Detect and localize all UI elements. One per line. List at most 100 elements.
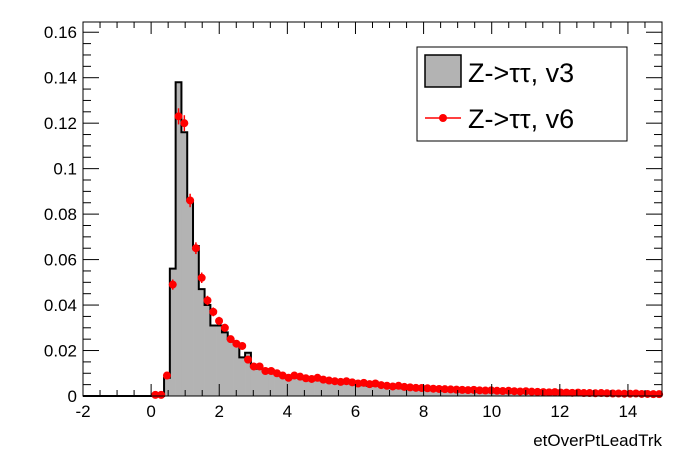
histogram-bar: [216, 325, 223, 396]
data-point: [226, 335, 235, 344]
legend-label-v6: Z->ττ, v6: [468, 104, 574, 134]
y-tick-label: 0.02: [44, 342, 77, 361]
histogram-bar: [436, 390, 443, 396]
data-point: [151, 390, 160, 399]
x-tick-label: 10: [482, 402, 501, 421]
histogram-bar: [331, 382, 339, 396]
histogram-bar: [291, 376, 298, 396]
histogram-bar: [268, 370, 275, 396]
histogram-bar: [407, 388, 414, 396]
histogram-bar: [256, 368, 263, 396]
data-point: [429, 384, 438, 393]
histogram-bar: [430, 389, 437, 396]
histogram-bar: [233, 343, 240, 396]
y-tick-label: 0: [68, 387, 77, 406]
data-point: [446, 385, 455, 394]
axes: -2 0 2 4 6 8 10 12 1400.020.040.060.080.10.120.1…: [44, 21, 663, 421]
data-point: [203, 296, 212, 305]
data-point: [238, 341, 247, 350]
data-point: [209, 307, 218, 316]
histogram-bar: [355, 384, 362, 396]
histogram-bar: [401, 388, 408, 396]
x-tick-label: 0: [146, 402, 155, 421]
legend-swatch-v3: [424, 54, 462, 88]
data-point: [336, 377, 345, 386]
data-point: [614, 389, 623, 398]
data-point: [562, 388, 571, 397]
data-point: [487, 386, 496, 395]
x-tick-label: 2: [215, 402, 224, 421]
data-point: [516, 387, 525, 396]
data-point: [174, 112, 183, 121]
histogram-bar: [187, 200, 194, 396]
y-tick-label: 0.1: [53, 160, 77, 179]
histogram-bar: [424, 389, 431, 396]
histogram-bar: [308, 379, 315, 396]
data-point: [579, 389, 588, 398]
histogram-bar: [169, 268, 176, 396]
data-point: [475, 386, 484, 395]
histogram-bar: [366, 385, 373, 396]
histogram-bar: [372, 385, 379, 396]
histogram-bar: [418, 389, 425, 396]
histogram-bar: [239, 357, 246, 396]
y-tick-label: 0.12: [44, 114, 77, 133]
data-point: [545, 388, 554, 397]
data-point: [325, 376, 334, 385]
data-point: [365, 380, 374, 389]
data-point: [180, 119, 189, 128]
histogram-bar: [360, 385, 368, 396]
data-point: [354, 379, 363, 388]
data-point: [510, 387, 519, 396]
histogram-bar: [250, 366, 257, 396]
data-point: [481, 386, 490, 395]
data-point: [498, 386, 507, 395]
legend: Z->ττ, v3 Z->ττ, v6: [416, 46, 628, 142]
histogram-bar: [384, 386, 391, 396]
histogram-bar: [193, 245, 200, 396]
histogram-bar: [378, 385, 385, 396]
data-point: [411, 383, 420, 392]
histogram-bar: [303, 378, 310, 396]
histogram-bar: [395, 388, 402, 396]
histogram-bar: [314, 380, 321, 396]
histogram-bar: [320, 380, 327, 396]
y-tick-label: 0.16: [44, 23, 77, 42]
histogram-bar: [227, 339, 234, 396]
x-tick-label: 4: [283, 402, 292, 421]
histogram-bar: [297, 377, 304, 396]
data-point: [527, 387, 536, 396]
data-point: [330, 377, 339, 386]
x-tick-label: 6: [351, 402, 360, 421]
data-point: [377, 381, 386, 390]
data-point: [458, 385, 467, 394]
histogram-bar: [326, 381, 333, 396]
data-point: [469, 385, 478, 394]
data-point: [597, 389, 606, 398]
data-point: [382, 381, 391, 390]
data-point: [220, 323, 229, 332]
data-point: [157, 390, 166, 399]
data-point: [492, 386, 501, 395]
data-point: [215, 316, 224, 325]
data-point: [533, 387, 542, 396]
data-point: [168, 280, 177, 289]
histogram-bar: [210, 325, 217, 396]
y-tick-label: 0.04: [44, 296, 77, 315]
histogram-bar: [413, 389, 420, 396]
data-point: [249, 362, 258, 371]
histogram-bar: [389, 387, 396, 396]
histogram-bar: [164, 377, 171, 396]
data-point: [556, 388, 565, 397]
histogram-bar: [279, 375, 286, 396]
x-tick-label: 14: [618, 402, 637, 421]
data-point: [423, 384, 432, 393]
data-point: [631, 389, 640, 398]
data-point: [162, 371, 171, 380]
x-tick-label: 12: [550, 402, 569, 421]
data-point: [440, 385, 449, 394]
y-tick-label: 0.08: [44, 205, 77, 224]
data-point: [452, 385, 461, 394]
histogram-bar: [262, 370, 269, 396]
histogram-bar: [343, 383, 350, 396]
